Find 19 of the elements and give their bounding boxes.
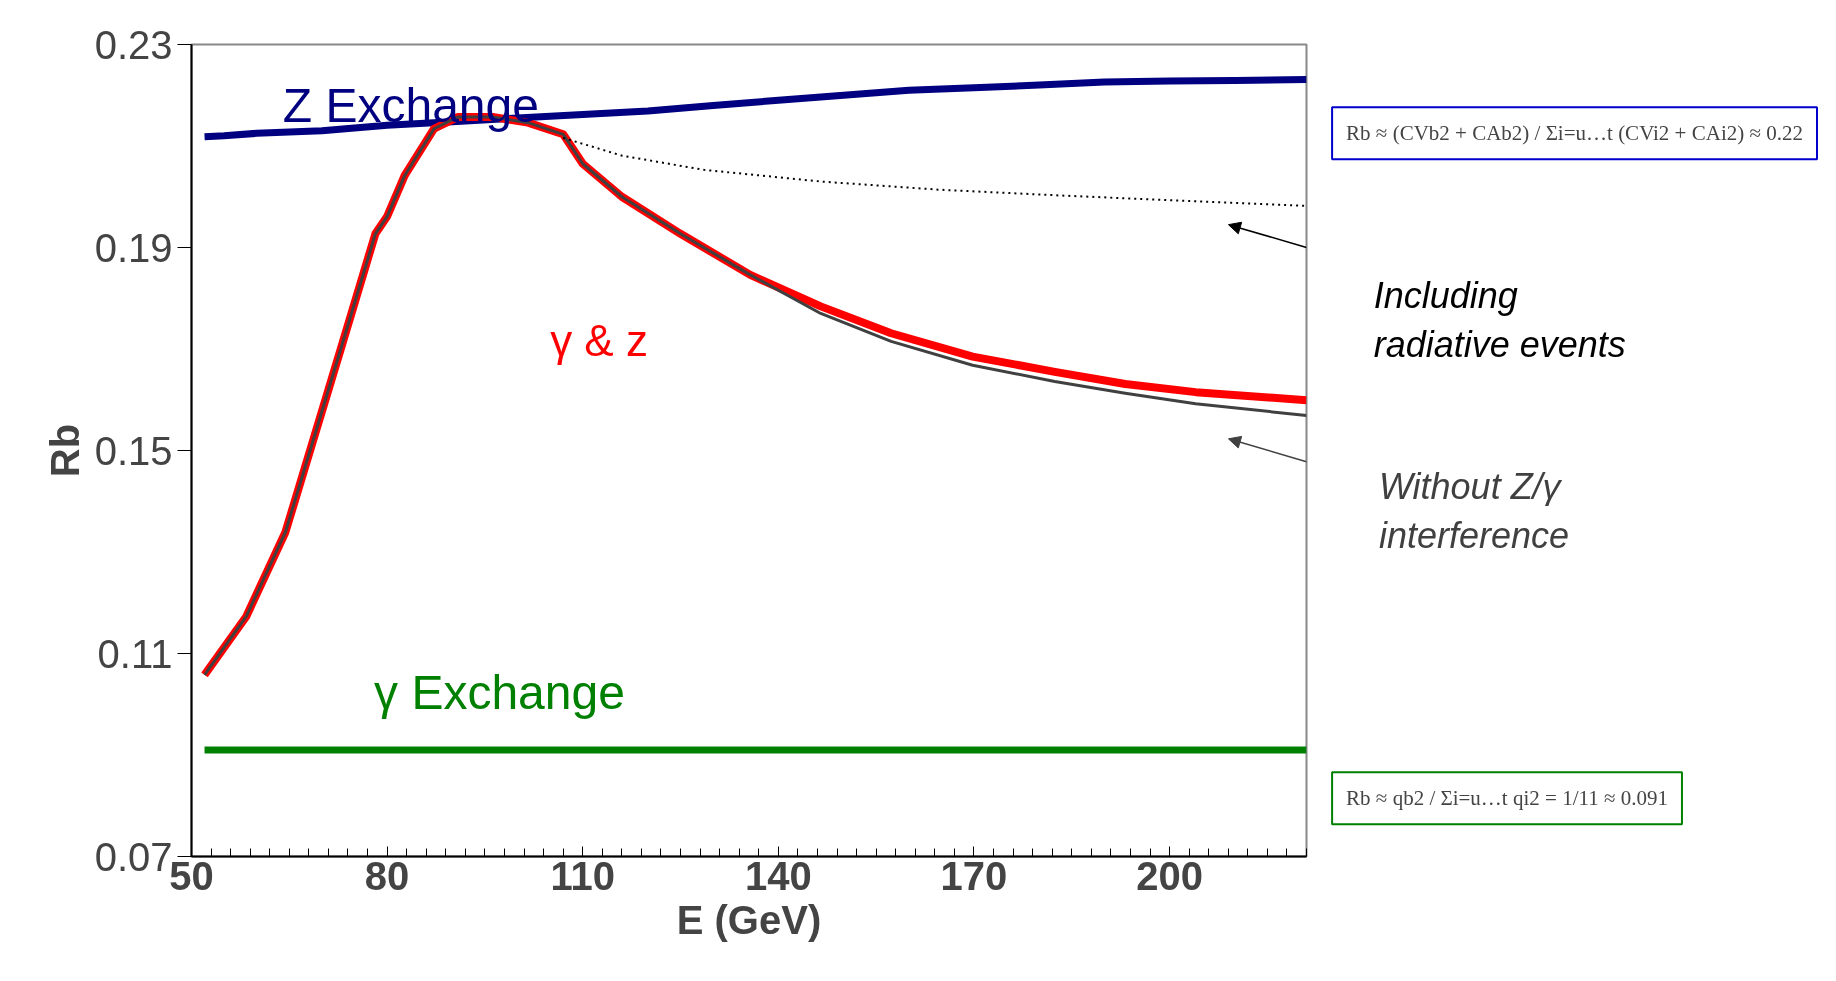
y-tick-label: 0.15: [94, 428, 173, 473]
y-tick-label: 0.11: [97, 631, 173, 676]
y-axis-title: Rb: [42, 423, 87, 478]
y-tick-label: 0.23: [94, 22, 173, 67]
y-tick-label: 0.19: [94, 225, 173, 270]
x-tick-label: 80: [364, 853, 410, 898]
x-tick-label: 50: [169, 853, 214, 898]
text: Rb ≈ qb2 / Σi=u…t qi2 = 1/11 ≈ 0.091: [1346, 786, 1668, 811]
x-tick-label: 170: [940, 853, 1008, 898]
x-axis-title: E (GeV): [676, 897, 822, 942]
x-tick-label: 200: [1136, 853, 1203, 898]
x-tick-label: 110: [550, 853, 615, 898]
series-label: γ Exchange: [374, 666, 625, 720]
text: Without Z/γ interference: [1378, 465, 1570, 556]
text: Rb ≈ (CVb2 + CAb2) / Σi=u…t (CVi2 + CAi2) ≈ 0.22: [1346, 121, 1803, 146]
series-label: γ & z: [550, 316, 648, 366]
series-label: Z Exchange: [282, 79, 539, 133]
x-tick-label: 140: [744, 853, 812, 898]
text: Including radiative events: [1373, 274, 1626, 366]
